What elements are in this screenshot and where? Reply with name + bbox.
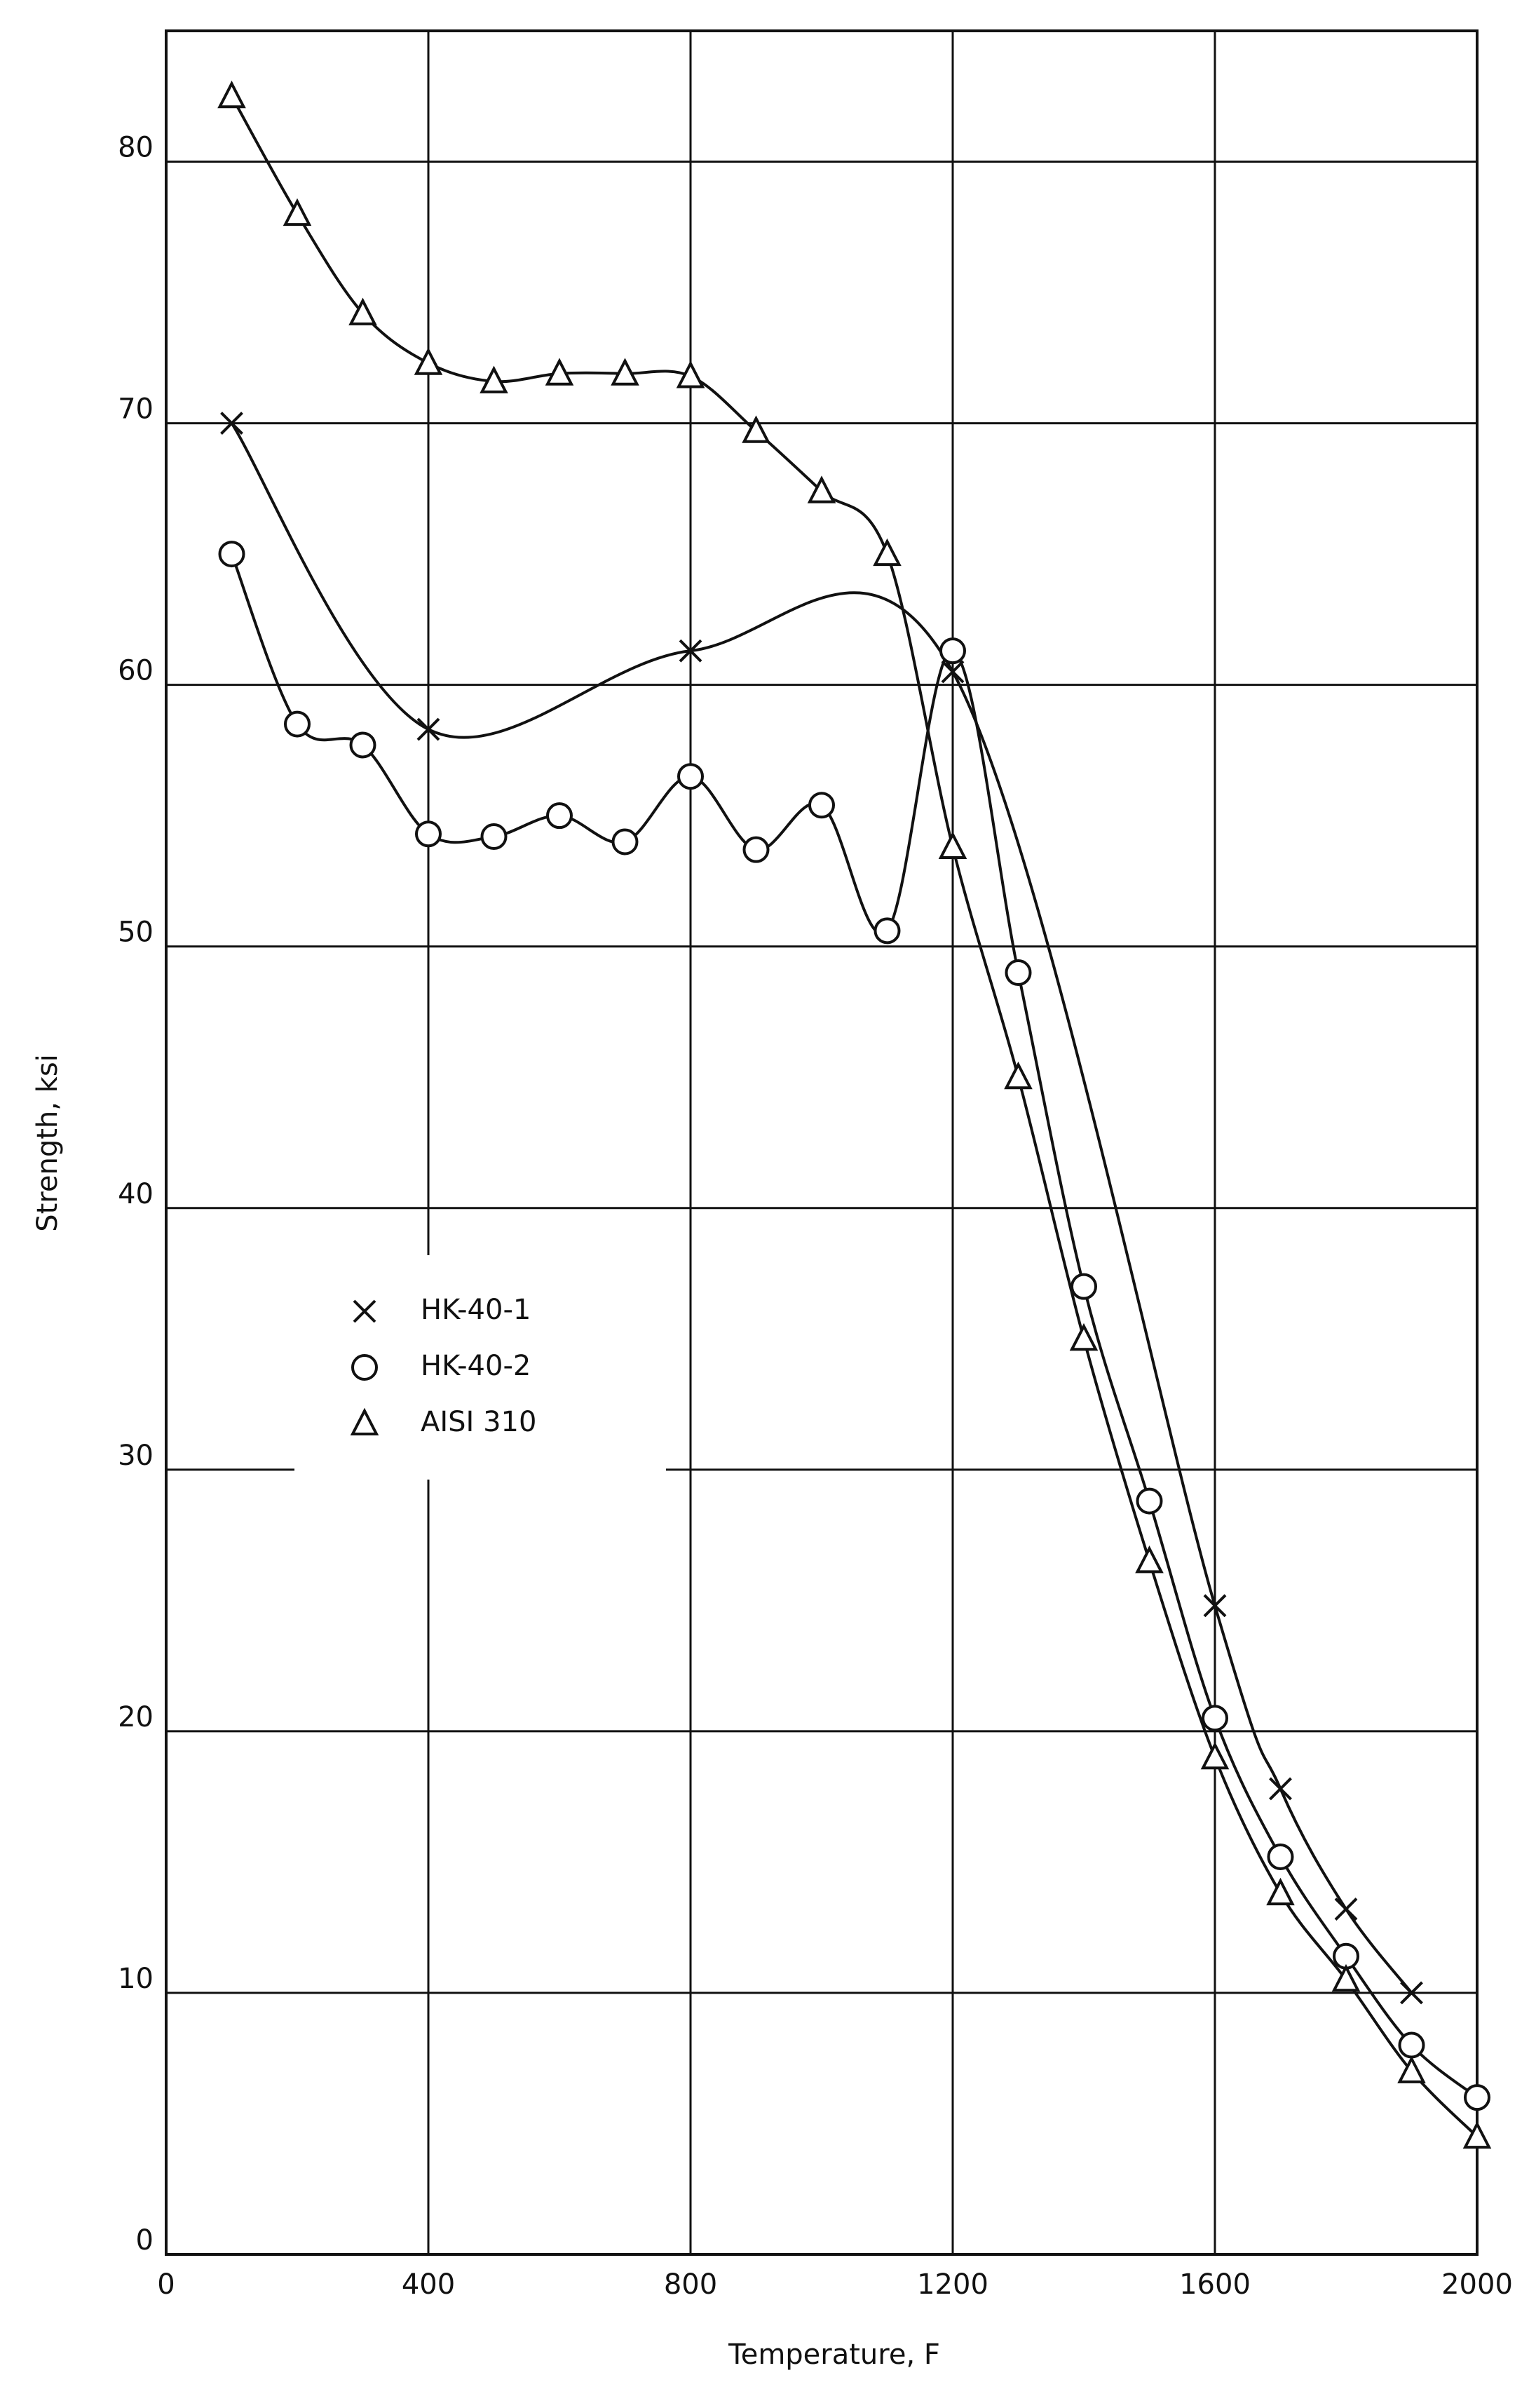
marker: [677, 763, 704, 790]
x-tick-label: 1600: [1179, 2268, 1251, 2301]
y-tick-label: 20: [118, 1701, 154, 1733]
marker: [679, 639, 702, 663]
y-tick-label: 70: [118, 393, 154, 426]
marker: [480, 365, 508, 393]
marker: [1135, 1545, 1164, 1574]
marker: [1203, 1594, 1227, 1618]
marker: [546, 802, 573, 830]
marker: [1266, 1877, 1295, 1906]
marker: [220, 412, 243, 435]
marker: [480, 823, 508, 851]
x-tick-label: 400: [402, 2268, 455, 2301]
marker: [742, 836, 770, 863]
marker: [676, 360, 705, 388]
series-line: [230, 422, 1413, 1994]
marker: [1400, 1981, 1423, 2005]
marker: [283, 198, 312, 226]
marker: [611, 358, 639, 386]
marker: [414, 347, 443, 375]
x-tick-label: 800: [664, 2268, 717, 2301]
marker: [808, 792, 835, 819]
series-line: [230, 95, 1479, 2138]
marker: [416, 717, 440, 741]
marker: [939, 637, 966, 665]
series-line: [230, 553, 1479, 2099]
marker: [1464, 2084, 1490, 2111]
plot-frame: [165, 29, 1479, 2256]
marker: [1004, 1061, 1033, 1090]
y-tick-label: 10: [118, 1963, 154, 1995]
legend-label: HK-40-2: [421, 1350, 531, 1382]
marker: [1005, 959, 1032, 987]
y-tick-label: 60: [118, 655, 154, 687]
marker: [1069, 1323, 1099, 1351]
legend-label: HK-40-1: [421, 1294, 531, 1326]
marker: [1462, 2120, 1492, 2149]
y-tick-label: 0: [136, 2224, 154, 2257]
x-tick-label: 0: [157, 2268, 175, 2301]
y-axis-label: Strength, ksi: [32, 1054, 64, 1232]
marker: [938, 831, 967, 859]
marker: [1398, 2031, 1425, 2059]
x-axis-label: Temperature, F: [728, 2339, 940, 2371]
marker: [1202, 1705, 1228, 1732]
marker: [807, 475, 836, 503]
y-tick-label: 50: [118, 916, 154, 949]
y-tick-label: 40: [118, 1178, 154, 1210]
marker: [348, 297, 377, 325]
marker: [1334, 1898, 1358, 1921]
marker: [941, 660, 965, 684]
marker: [218, 541, 245, 568]
marker: [351, 1354, 378, 1381]
marker: [349, 731, 376, 759]
marker: [1136, 1487, 1163, 1515]
marker: [350, 1407, 379, 1435]
legend-label: AISI 310: [421, 1406, 536, 1438]
marker: [415, 820, 442, 848]
y-tick-label: 80: [118, 132, 154, 164]
marker: [284, 710, 311, 738]
marker: [873, 538, 902, 567]
marker: [545, 358, 574, 386]
x-tick-label: 1200: [917, 2268, 988, 2301]
marker: [353, 1299, 376, 1323]
marker: [217, 80, 246, 109]
marker: [1269, 1777, 1292, 1801]
marker: [1200, 1741, 1230, 1770]
marker: [1267, 1843, 1294, 1870]
marker: [1071, 1273, 1097, 1300]
y-tick-label: 30: [118, 1440, 154, 1472]
x-tick-label: 2000: [1441, 2268, 1513, 2301]
marker: [1397, 2055, 1426, 2083]
marker: [1331, 1963, 1361, 1992]
marker: [874, 917, 901, 945]
marker: [611, 828, 639, 855]
marker: [742, 415, 770, 443]
